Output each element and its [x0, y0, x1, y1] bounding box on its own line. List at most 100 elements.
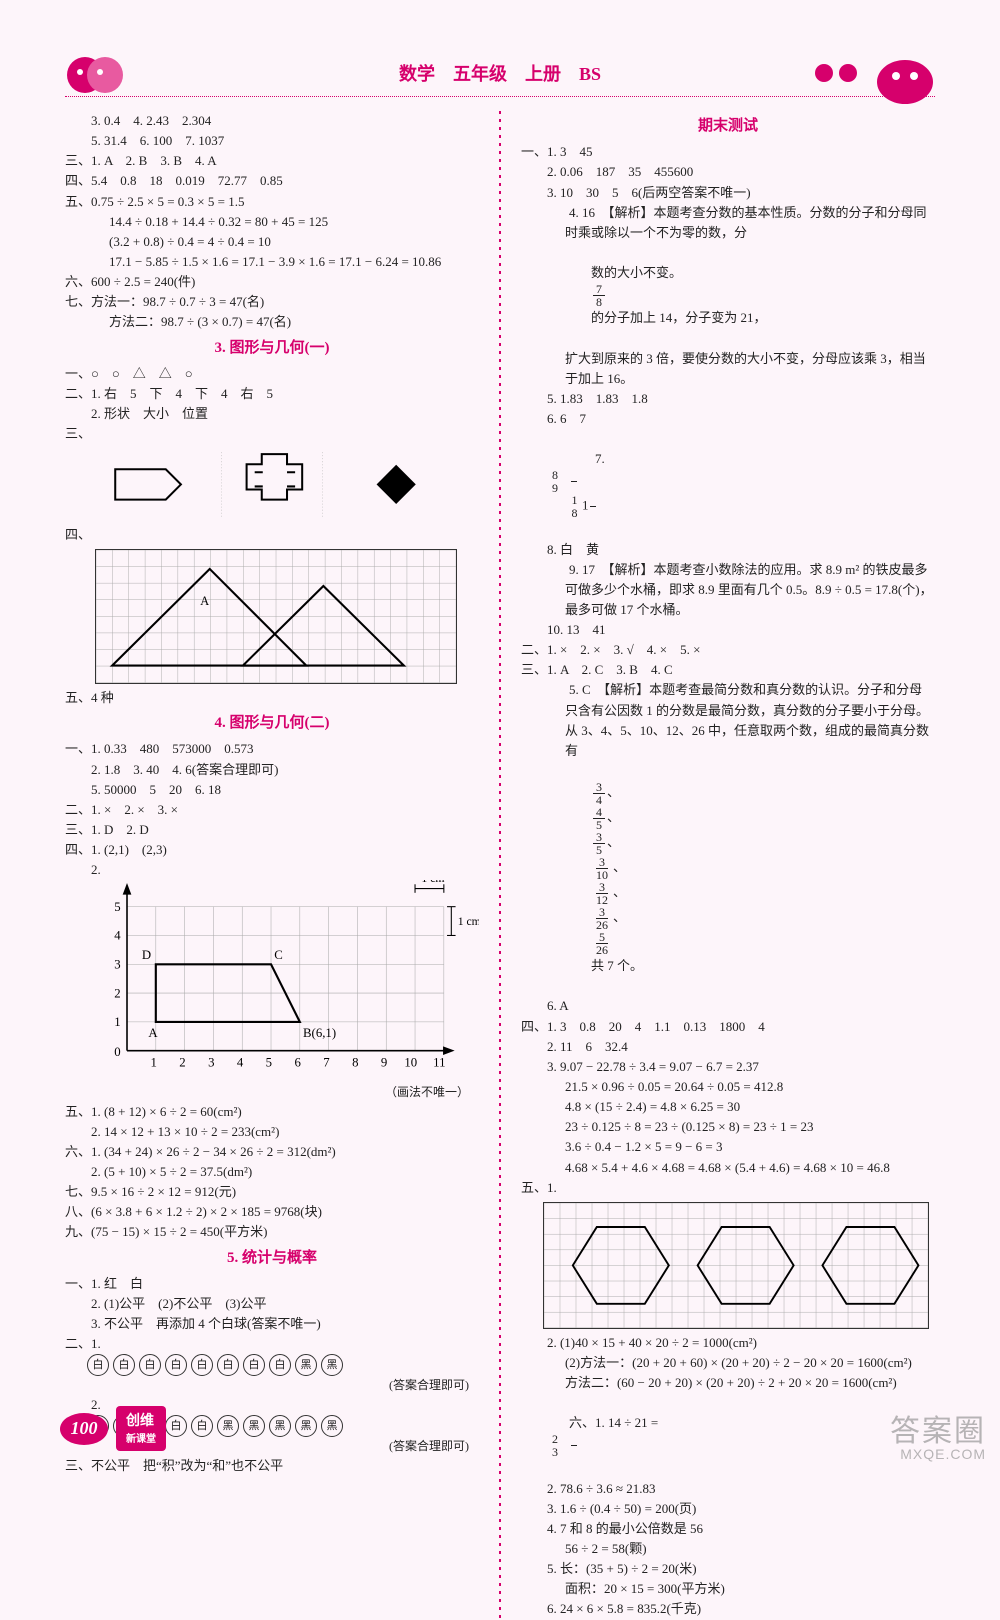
svg-text:D: D	[142, 948, 151, 962]
text-line: 五、1.	[521, 1178, 935, 1198]
right-column: 期末测试 一、1. 3 45 2. 0.06 187 35 455600 3. …	[521, 111, 935, 1620]
text-line: 5. 长：(35 + 5) ÷ 2 = 20(米)	[521, 1559, 935, 1579]
circ-note: (答案合理即可)	[65, 1376, 479, 1395]
svg-text:10: 10	[404, 1056, 417, 1070]
header-divider	[65, 96, 935, 97]
text-line: 二、1.	[65, 1334, 479, 1354]
svg-text:0: 0	[114, 1045, 120, 1059]
svg-text:3: 3	[114, 958, 120, 972]
ball-icon: 白	[165, 1354, 187, 1376]
text-line: 五、0.75 ÷ 2.5 × 5 = 0.3 × 5 = 1.5	[65, 192, 479, 212]
text-line: 2. 1.8 3. 40 4. 6(答案合理即可)	[65, 760, 479, 780]
svg-text:9: 9	[381, 1056, 387, 1070]
text-line: 六、1. 14 ÷ 21 = 23	[521, 1393, 935, 1478]
ball-icon: 黑	[321, 1354, 343, 1376]
watermark: 答案圈 MXQE.COM	[890, 1417, 986, 1461]
section-title: 4. 图形与几何(二)	[65, 712, 479, 735]
text-line: 56 ÷ 2 = 58(颗)	[521, 1539, 935, 1559]
text-line: 21.5 × 0.96 ÷ 0.05 = 20.64 ÷ 0.05 = 412.…	[521, 1077, 935, 1097]
text-line: 5. 50000 5 20 6. 18	[65, 780, 479, 800]
ball-icon: 黑	[295, 1354, 317, 1376]
text-line: 五、1. (8 + 12) × 6 ÷ 2 = 60(cm²)	[65, 1102, 479, 1122]
text-line: 七、9.5 × 16 ÷ 2 × 12 = 912(元)	[65, 1182, 479, 1202]
text-line: 扩大到原来的 3 倍，要使分数的大小不变，分母应该乘 3，相当于加上 16。	[521, 349, 935, 389]
text-line: 2. (1)公平 (2)不公平 (3)公平	[65, 1294, 479, 1314]
text-line: 4.8 × (15 ÷ 2.4) = 4.8 × 6.25 = 30	[521, 1097, 935, 1117]
text-line: 2. 形状 大小 位置	[65, 404, 479, 424]
ball-icon: 黑	[295, 1415, 317, 1437]
text-line: 2. 11 6 32.4	[521, 1037, 935, 1057]
text-line: 6. A	[521, 996, 935, 1016]
fraction-icon: 23	[571, 1433, 577, 1458]
text-line: 4.68 × 5.4 + 4.6 × 4.68 = 4.68 × (5.4 + …	[521, 1158, 935, 1178]
text-line: 3. 0.4 4. 2.43 2.304	[65, 111, 479, 131]
text-line: 2.	[65, 860, 479, 880]
text-line: 方法二：(60 − 20 + 20) × (20 + 20) ÷ 2 + 20 …	[521, 1373, 935, 1393]
header-title: 数学 五年级 上册 BS	[399, 64, 601, 84]
fraction-icon: 78	[593, 283, 605, 308]
text-line: 2. (1)40 × 15 + 40 × 20 ÷ 2 = 1000(cm²)	[521, 1333, 935, 1353]
section-title: 5. 统计与概率	[65, 1247, 479, 1270]
svg-text:3: 3	[208, 1056, 214, 1070]
svg-text:5: 5	[114, 900, 120, 914]
text-line: 5. 1.83 1.83 1.8	[521, 389, 935, 409]
text-line: 34、 45、 35、 310、 312、 326、 526 共 7 个。	[521, 761, 935, 996]
text-line: 10. 13 41	[521, 620, 935, 640]
ball-icon: 白	[113, 1354, 135, 1376]
section-title: 3. 图形与几何(一)	[65, 337, 479, 360]
text-line: 一、1. 3 45	[521, 142, 935, 162]
shapes-figure	[95, 444, 479, 525]
text-line: 面积：20 × 15 = 300(平方米)	[521, 1579, 935, 1599]
text-line: 14.4 ÷ 0.18 + 14.4 ÷ 0.32 = 80 + 45 = 12…	[65, 212, 479, 232]
ball-icon: 黑	[217, 1415, 239, 1437]
ball-icon: 白	[191, 1415, 213, 1437]
ball-icon: 白	[165, 1415, 187, 1437]
text-line: 23 ÷ 0.125 ÷ 8 = 23 ÷ (0.125 × 8) = 23 ÷…	[521, 1117, 935, 1137]
text-line: 3. 1.6 ÷ (0.4 ÷ 50) = 200(页)	[521, 1499, 935, 1519]
text-line: 17.1 − 5.85 ÷ 1.5 × 1.6 = 17.1 − 3.9 × 1…	[65, 252, 479, 272]
fraction-icon: 18	[590, 494, 596, 519]
brand-badge: 创维 新课堂	[116, 1406, 166, 1451]
text-line: 方法二：98.7 ÷ (3 × 0.7) = 47(名)	[65, 312, 479, 332]
text-line: 3. 不公平 再添加 4 个白球(答案不唯一)	[65, 1314, 479, 1334]
page-number: 100	[60, 1413, 108, 1445]
svg-text:A: A	[148, 1026, 158, 1040]
ball-icon: 黑	[243, 1415, 265, 1437]
text-line: (2)方法一：(20 + 20 + 60) × (20 + 20) ÷ 2 − …	[521, 1353, 935, 1373]
svg-text:1 cm: 1 cm	[458, 915, 479, 928]
svg-text:8: 8	[352, 1056, 358, 1070]
svg-text:7: 7	[323, 1056, 330, 1070]
text-line: 六、1. (34 + 24) × 26 ÷ 2 − 34 × 26 ÷ 2 = …	[65, 1142, 479, 1162]
ball-icon: 白	[217, 1354, 239, 1376]
svg-text:C: C	[274, 948, 283, 962]
svg-text:4: 4	[114, 929, 121, 943]
text-line: 6. 6 7	[521, 409, 935, 429]
text-line: 5. C 【解析】本题考查最简分数和真分数的认识。分子和分母只含有公因数 1 的…	[521, 680, 935, 761]
text-line: 二、1. × 2. × 3. ×	[65, 800, 479, 820]
text-line: 四、	[65, 525, 479, 545]
text-line: 三、	[65, 424, 479, 444]
text-line: 四、1. (2,1) (2,3)	[65, 840, 479, 860]
svg-text:5: 5	[266, 1056, 272, 1070]
svg-text:1 cm: 1 cm	[421, 880, 444, 885]
ball-icon: 白	[87, 1354, 109, 1376]
page-footer: 100 创维 新课堂	[60, 1406, 166, 1451]
text-line: 2. 78.6 ÷ 3.6 ≈ 21.83	[521, 1479, 935, 1499]
text-line: 7. 89 118	[521, 429, 935, 539]
text-line: 三、1. A 2. B 3. B 4. A	[65, 151, 479, 171]
text-line: 五、4 种	[65, 688, 479, 708]
column-divider	[499, 111, 501, 1620]
text-line: 二、1. 右 5 下 4 下 4 右 5	[65, 384, 479, 404]
text-line: 数的大小不变。 78 的分子加上 14，分子变为 21，	[521, 243, 935, 349]
fraction-icon: 89	[571, 469, 577, 494]
hexagons-figure	[543, 1202, 929, 1329]
trapezoid-figure: 0 123 456 789 1011 123 45 A B(6,1) C D	[95, 880, 479, 1101]
left-column: 3. 0.4 4. 2.43 2.304 5. 31.4 6. 100 7. 1…	[65, 111, 479, 1620]
text-line: 三、不公平 把“积”改为“和”也不公平	[65, 1456, 479, 1476]
ball-icon: 白	[191, 1354, 213, 1376]
text-line: 三、1. D 2. D	[65, 820, 479, 840]
text-line: 2. 0.06 187 35 455600	[521, 162, 935, 182]
text-line: 3. 9.07 − 22.78 ÷ 3.4 = 9.07 − 6.7 = 2.3…	[521, 1057, 935, 1077]
text-line: 2. (5 + 10) × 5 ÷ 2 = 37.5(dm²)	[65, 1162, 479, 1182]
text-line: 一、○ ○ △ △ ○	[65, 364, 479, 384]
